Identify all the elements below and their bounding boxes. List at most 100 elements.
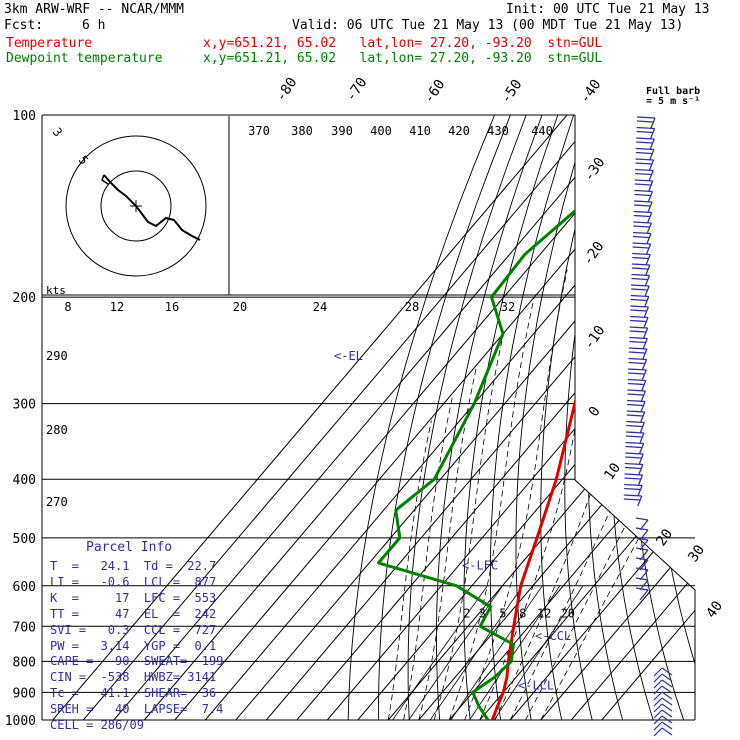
- dewpoint-profile: [377, 115, 695, 720]
- wind-barb: [661, 703, 673, 712]
- parcel-info-row: CELL = 286/09: [50, 718, 144, 732]
- isotherm-label: -30: [581, 155, 609, 185]
- wind-barb: [640, 411, 646, 423]
- isotherm: [52, 115, 568, 720]
- parcel-info-row: CAPE = 90 SWEAT= 199: [50, 654, 224, 669]
- wind-barb: [644, 285, 650, 297]
- parcel-info-row: SREH = 40 LAPSE= 7.4: [50, 702, 224, 717]
- dry-adiabat: [694, 115, 695, 720]
- dry-adiabat: [653, 115, 695, 720]
- pressure-label: 100: [13, 109, 36, 124]
- wind-barb: [649, 138, 655, 150]
- level-marker: <-EL: [334, 349, 363, 363]
- wind-barb: [648, 159, 655, 171]
- mixing-ratio-label: 12: [537, 607, 551, 621]
- parcel-info-title: Parcel Info: [86, 540, 173, 555]
- moist-adiabat: [464, 269, 568, 720]
- isotherm-label: 30: [685, 542, 708, 565]
- isotherm-label: -80: [273, 75, 301, 105]
- level-marker: <-LCL: [518, 679, 554, 693]
- parcel-info-row: SVI = 0.3 CCL = 727: [50, 622, 217, 637]
- moist-adiabat: [433, 333, 504, 720]
- hodograph-speed-label: 24: [313, 300, 327, 314]
- moist-adiabat: [418, 366, 477, 720]
- theta-label: 370: [248, 124, 270, 138]
- dry-adiabat: [734, 115, 740, 720]
- wind-barb: [642, 338, 648, 349]
- wind-barb: [661, 691, 673, 700]
- isotherm: [296, 115, 695, 720]
- wind-barb: [643, 306, 649, 318]
- wind-barb-legend-unit: = 5 m s⁻¹: [646, 96, 700, 107]
- wind-barb: [645, 254, 651, 265]
- parcel-info-row: LI = -0.6 LCL = 877: [50, 574, 217, 589]
- isotherm: [601, 115, 695, 720]
- wind-barb: [643, 327, 649, 339]
- isotherm: [143, 115, 659, 720]
- init-time: Init: 00 UTC Tue 21 May 13: [506, 2, 710, 17]
- wind-barb: [639, 589, 649, 601]
- temperature-profile: [490, 115, 695, 720]
- wind-barb: [648, 170, 654, 181]
- isotherm: [82, 115, 598, 720]
- hodograph-speed-label: 32: [501, 300, 515, 314]
- wind-barb: [643, 317, 649, 328]
- isotherm-label: -70: [343, 75, 371, 105]
- isotherm-label: -10: [581, 323, 609, 353]
- hodograph-ring: [100, 170, 172, 242]
- dry-adiabat: [378, 115, 511, 720]
- isotherm: [265, 115, 695, 720]
- pressure-label: 200: [13, 291, 36, 306]
- pressure-label: 400: [13, 473, 36, 488]
- dewpoint-location: x,y=651.21, 65.02 lat,lon= 27.20, -93.20…: [203, 51, 603, 66]
- wind-barb: [637, 474, 644, 486]
- wind-barb: [661, 667, 673, 676]
- wind-barb: [641, 369, 647, 381]
- parcel-info-row: CIN = -538 HWBZ= 3141: [50, 670, 217, 685]
- theta-label: 280: [46, 423, 68, 437]
- wind-barb: [644, 296, 650, 307]
- parcel-info-row: Tc = 41.1 SHEAR= 36: [50, 686, 217, 701]
- hodograph-speed-label: 12: [110, 300, 124, 314]
- theta-label: 390: [331, 124, 353, 138]
- plot-border: [574, 479, 696, 720]
- theta-label: 420: [448, 124, 470, 138]
- wind-barb: [639, 432, 645, 444]
- theta-label: 270: [46, 495, 68, 509]
- dewpoint-legend: Dewpoint temperature: [6, 51, 163, 66]
- isotherm: [113, 115, 629, 720]
- parcel-info-row: T = 24.1 Td = 22.7: [50, 559, 217, 573]
- isotherm: [509, 115, 695, 720]
- pressure-label: 300: [13, 398, 36, 413]
- level-marker: <-LFC: [462, 558, 498, 572]
- wind-barbs: [623, 116, 673, 737]
- pressure-label: 800: [13, 655, 36, 670]
- wind-barb: [641, 380, 647, 391]
- theta-label: 400: [370, 124, 392, 138]
- mixing-ratio-label: 8: [519, 607, 526, 621]
- mixing-ratio-label: 3: [479, 607, 486, 621]
- theta-label: 430: [487, 124, 509, 138]
- theta-label: 290: [46, 349, 68, 363]
- wind-barb: [644, 275, 651, 286]
- dry-adiabat: [463, 115, 559, 720]
- wind-barb: [647, 201, 653, 213]
- parcel-info-row: TT = 47 EL = 242: [50, 606, 217, 621]
- theta-label: 410: [409, 124, 431, 138]
- wind-barb: [661, 715, 673, 724]
- isotherm: [570, 115, 695, 720]
- mixing-ratio-label: 20: [561, 607, 575, 621]
- wind-barb: [638, 464, 644, 475]
- pressure-label: 600: [13, 580, 36, 595]
- mixing-ratio-label: 5: [499, 607, 506, 621]
- moist-adiabat: [387, 420, 432, 720]
- level-marker: <-CCL: [535, 629, 571, 643]
- wind-barb: [638, 453, 644, 465]
- dry-adiabat: [347, 115, 496, 720]
- dry-adiabat: [564, 115, 622, 720]
- theta-label: 380: [291, 124, 313, 138]
- isotherm-label: 10: [601, 460, 624, 483]
- wind-barb-legend: Full barb: [646, 86, 700, 97]
- isotherm: [479, 115, 695, 720]
